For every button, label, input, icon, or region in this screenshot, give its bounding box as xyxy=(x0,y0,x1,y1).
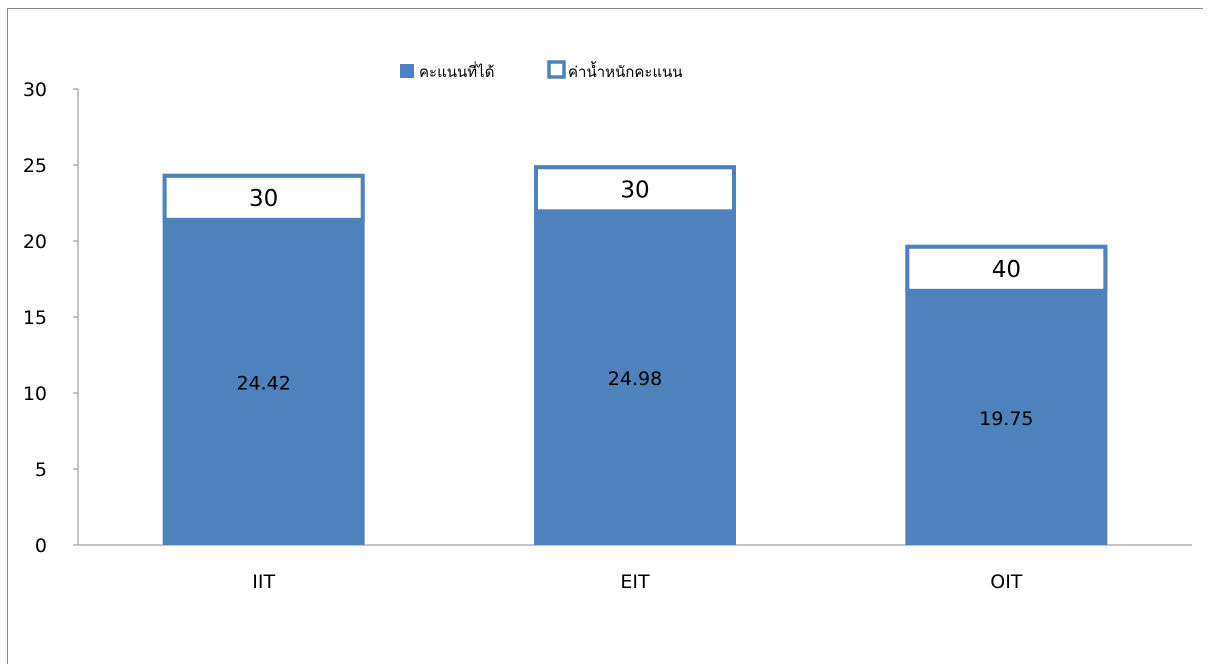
category-label-oit: OIT xyxy=(990,571,1023,593)
value-label-iit: 24.42 xyxy=(236,372,290,394)
y-tick-label: 25 xyxy=(23,155,47,177)
y-tick-label: 30 xyxy=(23,79,47,101)
legend-swatch-score xyxy=(400,64,414,78)
chart-frame xyxy=(7,8,1203,664)
weight-box-eit xyxy=(534,165,736,214)
y-tick-label: 5 xyxy=(35,459,47,481)
y-tick-label: 20 xyxy=(23,231,47,253)
weight-label-eit: 30 xyxy=(620,177,649,203)
legend: คะแนนที่ได้ ค่าน้ำหนักคะแนน xyxy=(400,60,683,81)
legend-label-weight: ค่าน้ำหนักคะแนน xyxy=(568,61,683,81)
category-label-iit: IIT xyxy=(252,571,275,593)
value-label-oit: 19.75 xyxy=(979,408,1033,430)
y-tick-label: 10 xyxy=(23,383,47,405)
weight-box-iit xyxy=(162,173,365,222)
value-label-eit: 24.98 xyxy=(608,368,662,390)
bar-score-oit xyxy=(905,244,1108,546)
weight-label-iit: 30 xyxy=(249,186,278,212)
y-tick-label: 15 xyxy=(23,307,47,329)
bars: 30 24.42 IIT 30 24.98 EIT 40 19.75 OIT xyxy=(162,165,1108,593)
weight-box-oit xyxy=(905,244,1108,293)
bar-score-iit xyxy=(162,173,365,546)
y-tick-label: 0 xyxy=(35,535,47,557)
weight-label-oit: 40 xyxy=(992,257,1021,283)
bar-score-eit xyxy=(534,165,736,545)
legend-label-score: คะแนนที่ได้ xyxy=(419,61,494,81)
category-label-eit: EIT xyxy=(620,571,650,593)
legend-swatch-weight xyxy=(547,60,566,79)
